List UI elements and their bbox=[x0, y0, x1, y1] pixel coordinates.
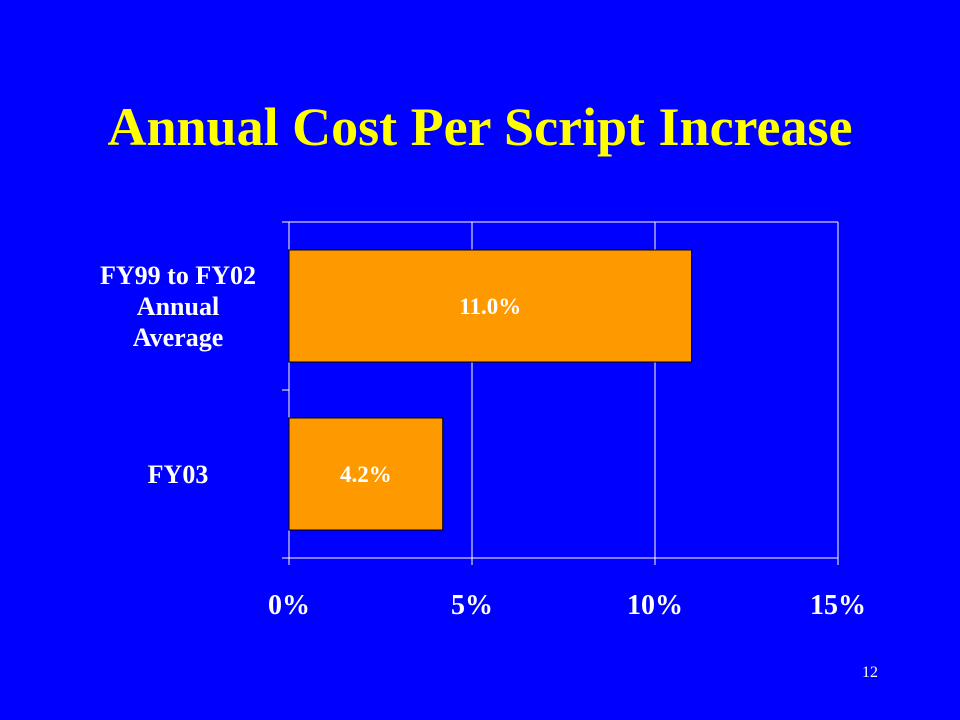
x-tick-label-1: 5% bbox=[451, 590, 493, 621]
bar-data-label-0: 11.0% bbox=[459, 294, 521, 319]
slide-title: Annual Cost Per Script Increase bbox=[107, 97, 853, 157]
bar-1 bbox=[288, 417, 444, 531]
page-number: 12 bbox=[862, 664, 878, 681]
x-tick-label-3: 15% bbox=[810, 590, 866, 621]
category-label-1-line-0: FY03 bbox=[148, 460, 209, 489]
category-label-0-line-0: FY99 to FY02 bbox=[100, 261, 256, 290]
bar-data-label-1: 4.2% bbox=[340, 462, 392, 487]
category-label-0-line-2: Average bbox=[133, 323, 223, 352]
x-tick-label-0: 0% bbox=[268, 590, 310, 621]
x-tick-label-2: 10% bbox=[627, 590, 683, 621]
bar-0 bbox=[288, 249, 693, 363]
category-label-0-line-1: Annual bbox=[137, 292, 219, 321]
